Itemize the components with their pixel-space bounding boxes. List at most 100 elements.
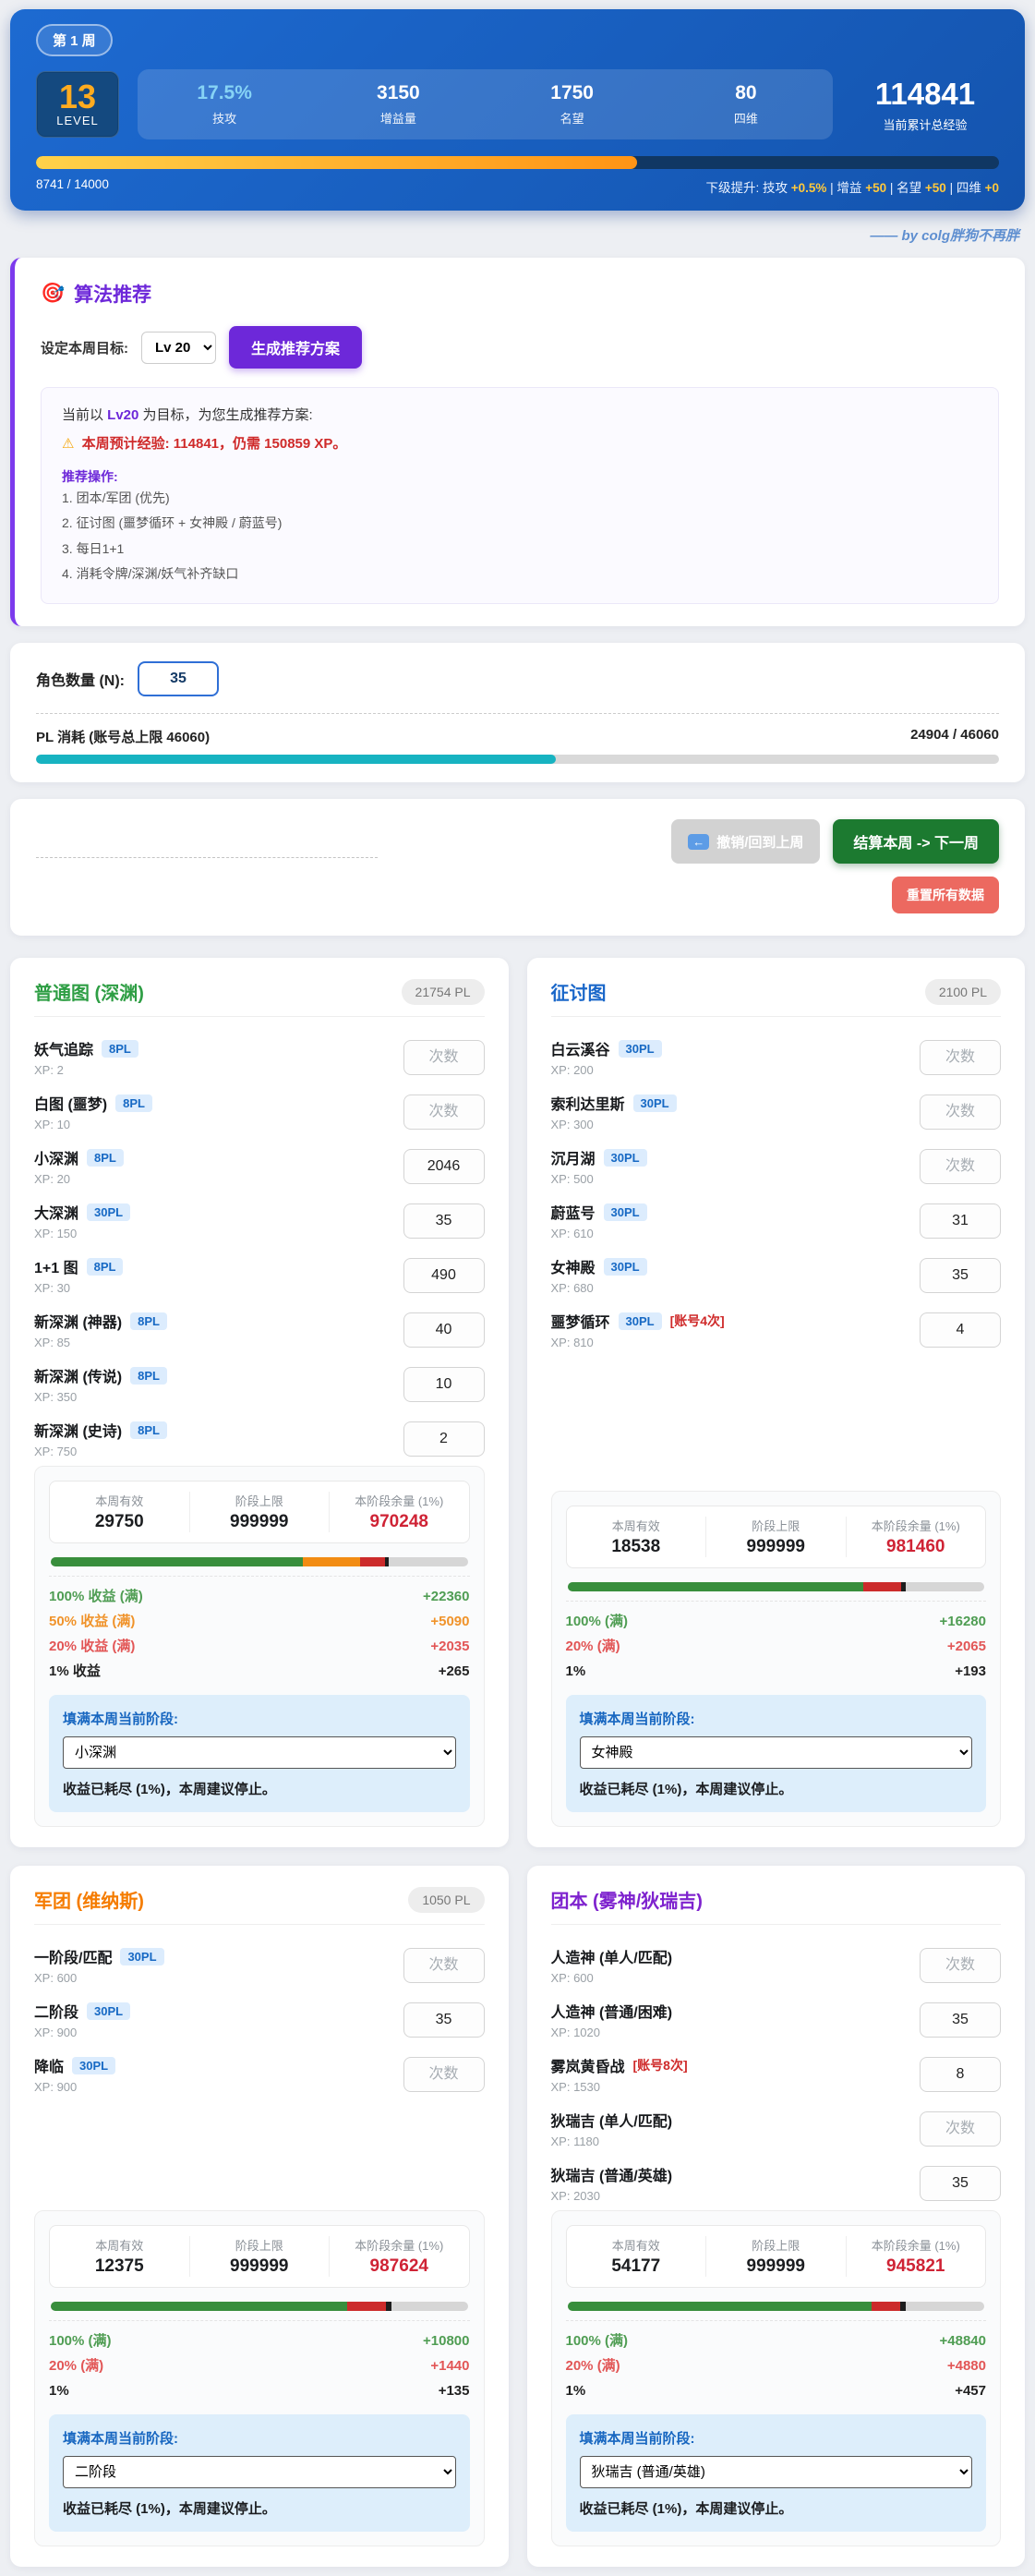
target-icon: 🎯	[41, 283, 66, 304]
next-bonus-value: +0	[984, 181, 999, 195]
run-count-input[interactable]	[920, 1148, 1001, 1184]
recommend-result-box: 当前以 Lv20 为目标，为您生成推荐方案: ⚠ 本周预计经验: 114841，…	[41, 387, 999, 605]
next-bonus-label: | 名望	[889, 181, 922, 195]
dungeon-xp: XP: 1180	[550, 2135, 600, 2149]
dungeon-xp: XP: 1530	[550, 2080, 601, 2095]
dungeon-name: 人造神 (普通/困难)	[550, 2005, 673, 2022]
pl-cost-badge: 8PL	[130, 1312, 167, 1330]
run-count-input[interactable]	[403, 1257, 485, 1293]
dungeon-name: 一阶段/匹配	[34, 1951, 113, 1967]
stop-advice-text: 收益已耗尽 (1%)，本周建议停止。	[579, 2501, 793, 2518]
fill-stage-box: 填满本周当前阶段: 狄瑞吉 (普通/英雄) 收益已耗尽 (1%)，本周建议停止。	[565, 2414, 986, 2533]
yield-stacked-bar	[567, 2302, 984, 2312]
run-count-input[interactable]	[920, 1312, 1001, 1348]
author-credit: —— by colg胖狗不再胖	[870, 228, 1019, 244]
dungeon-row: 白云溪谷 30PL XP: 200	[551, 1030, 1001, 1084]
run-count-input[interactable]	[920, 2165, 1001, 2201]
undo-week-button[interactable]: ← 撤销/回到上周	[671, 819, 821, 865]
dungeon-xp: XP: 900	[34, 2080, 78, 2095]
fill-stage-select[interactable]: 女神殿	[579, 1736, 972, 1770]
week-summary-header: 第 1 周 13 LEVEL 17.5% 技攻 3150 增益量 1750 名望	[10, 9, 1025, 211]
dungeon-row: 噩梦循环 30PL [账号4次] XP: 810	[551, 1302, 1001, 1357]
run-count-input[interactable]	[920, 1257, 1001, 1293]
settle-week-button[interactable]: 结算本周 -> 下一周	[833, 819, 999, 865]
stage-cap-value: 999999	[746, 1537, 805, 1557]
fill-stage-label: 填满本周当前阶段:	[579, 1711, 695, 1728]
run-count-input[interactable]	[920, 1203, 1001, 1239]
run-count-input[interactable]	[403, 1312, 485, 1348]
card-abyss: 普通图 (深渊) 21754 PL 妖气追踪 8PL XP: 2 白图 (噩梦) 8P…	[10, 958, 509, 1848]
card-conquest: 征讨图 2100 PL 白云溪谷 30PL XP: 200 索利达里斯 30PL XP:…	[526, 958, 1025, 1848]
dungeon-name: 小深渊	[34, 1152, 79, 1168]
fill-stage-label: 填满本周当前阶段:	[63, 1711, 178, 1728]
yield-row: 20% 收益 (满) +2035	[49, 1639, 470, 1655]
yield-row: 1% +135	[49, 2383, 470, 2400]
card-pl-badge: 2100 PL	[924, 978, 1001, 1005]
bar-segment	[51, 1557, 304, 1567]
dungeon-name: 白图 (噩梦)	[34, 1097, 108, 1114]
yield-row: 20% (满) +4880	[565, 2358, 987, 2375]
run-count-input[interactable]	[403, 1039, 485, 1075]
algorithm-recommend-panel: 🎯 算法推荐 设定本周目标: Lv 20 生成推荐方案 当前以 Lv20 为目标…	[10, 258, 1025, 627]
level-xp-progress-fill	[36, 156, 637, 169]
character-count-input[interactable]	[138, 661, 219, 697]
dungeon-xp: XP: 500	[550, 1172, 594, 1187]
pl-cost-badge: 8PL	[87, 1148, 124, 1167]
run-count-input[interactable]	[403, 1421, 485, 1457]
dungeon-name: 妖气追踪	[34, 1043, 94, 1059]
yield-stacked-bar	[51, 1557, 468, 1567]
run-count-input[interactable]	[920, 1947, 1001, 1983]
reset-all-button[interactable]: 重置所有数据	[892, 877, 999, 914]
stop-advice-text: 收益已耗尽 (1%)，本周建议停止。	[63, 1782, 276, 1798]
pl-cost-badge: 8PL	[130, 1366, 167, 1385]
fill-stage-box: 填满本周当前阶段: 二阶段 收益已耗尽 (1%)，本周建议停止。	[49, 2414, 470, 2533]
run-count-input[interactable]	[403, 1366, 485, 1402]
result-line1-suffix: 为目标，为您生成推荐方案:	[138, 407, 313, 423]
run-count-input[interactable]	[403, 1148, 485, 1184]
run-count-input[interactable]	[920, 2110, 1001, 2147]
weekly-effective-value: 12375	[94, 2256, 144, 2277]
stage-cap-label: 阶段上限	[752, 1519, 800, 1534]
yield-row: 20% (满) +2065	[565, 1639, 987, 1655]
dungeon-name: 雾岚黄昏战	[550, 2060, 625, 2076]
account-limit-note: [账号8次]	[632, 2058, 688, 2074]
dungeon-xp: XP: 350	[34, 1390, 78, 1405]
goal-label: 设定本周目标:	[41, 340, 128, 357]
dungeon-row: 狄瑞吉 (单人/匹配) XP: 1180	[550, 2101, 1001, 2156]
fill-stage-select[interactable]: 小深渊	[63, 1736, 456, 1770]
dungeon-row: 新深渊 (传说) 8PL XP: 350	[34, 1357, 485, 1411]
dungeon-xp: XP: 600	[34, 1971, 78, 1986]
generate-plan-button[interactable]: 生成推荐方案	[229, 326, 363, 369]
yield-row: 1% 收益 +265	[49, 1663, 470, 1680]
pl-progress-fill	[36, 755, 557, 765]
run-count-input[interactable]	[403, 1203, 485, 1239]
next-bonus-value: +50	[865, 181, 887, 195]
yield-row: 100% 收益 (满) +22360	[49, 1589, 470, 1605]
yield-row: 1% +193	[565, 1663, 987, 1680]
run-count-input[interactable]	[920, 2056, 1001, 2092]
fill-stage-select[interactable]: 狄瑞吉 (普通/英雄)	[579, 2456, 972, 2489]
run-count-input[interactable]	[920, 1094, 1001, 1130]
pl-cost-badge: 8PL	[102, 1039, 138, 1058]
bar-segment	[900, 1582, 907, 1592]
goal-level-select[interactable]: Lv 20	[141, 331, 216, 364]
next-bonus-label: | 四维	[949, 181, 981, 195]
weekly-effective-label: 本周有效	[611, 1519, 660, 1534]
run-count-input[interactable]	[920, 1039, 1001, 1075]
card-summary: 本周有效 54177 阶段上限 999999 本阶段余量 (1%) 945821 10…	[550, 2210, 1001, 2547]
run-count-input[interactable]	[403, 2002, 485, 2038]
run-count-input[interactable]	[920, 2002, 1001, 2038]
stat-attack-label: 技攻	[212, 112, 237, 126]
card-summary: 本周有效 12375 阶段上限 999999 本阶段余量 (1%) 987624 10…	[34, 2210, 485, 2547]
card-pl-badge: 21754 PL	[401, 978, 485, 1005]
run-count-input[interactable]	[403, 2056, 485, 2092]
dungeon-row: 沉月湖 30PL XP: 500	[550, 1139, 1001, 1193]
dungeon-xp: XP: 2030	[550, 2189, 601, 2204]
yield-row: 100% (满) +16280	[565, 1614, 987, 1630]
fill-stage-select[interactable]: 二阶段	[63, 2456, 456, 2489]
dungeon-name: 新深渊 (传说)	[34, 1370, 123, 1386]
pl-cost-badge: 30PL	[603, 1203, 647, 1221]
run-count-input[interactable]	[403, 1947, 485, 1983]
run-count-input[interactable]	[403, 1094, 485, 1130]
weekly-effective-value: 29750	[94, 1512, 144, 1532]
